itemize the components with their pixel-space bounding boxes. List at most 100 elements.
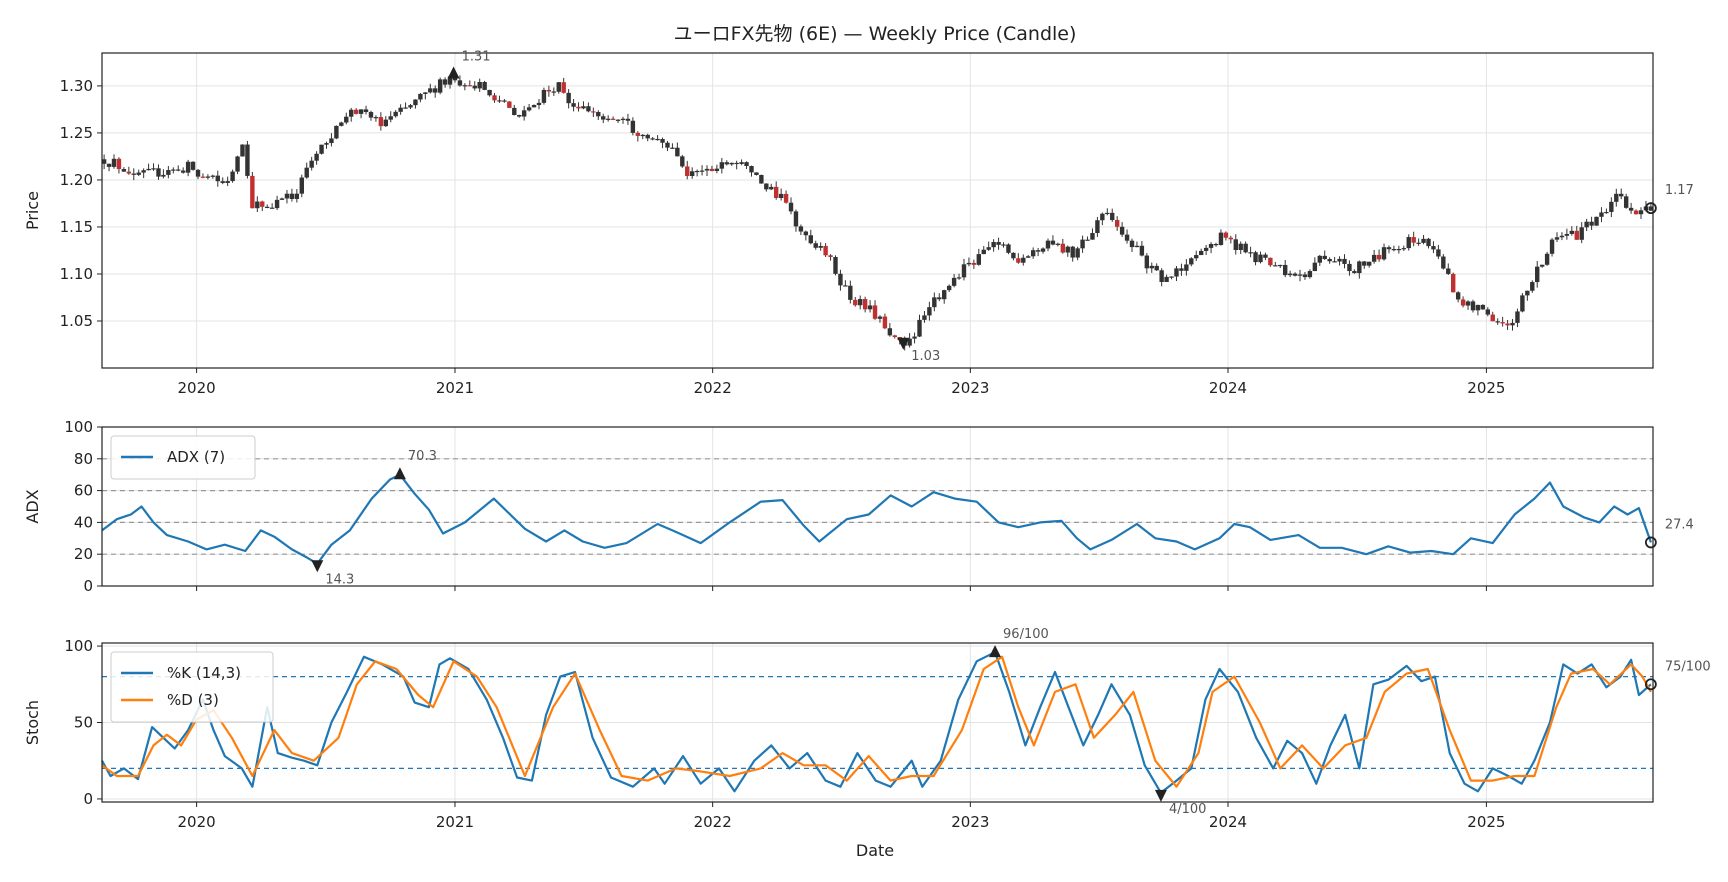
candle-body — [1609, 201, 1614, 212]
low-label: 4/100 — [1169, 802, 1206, 817]
candle-body — [1342, 258, 1347, 264]
candle-body — [714, 168, 720, 171]
candle-body — [309, 160, 314, 168]
candle-body — [180, 170, 186, 173]
candle-body — [783, 193, 789, 203]
candle-body — [482, 82, 487, 90]
candle-body — [1391, 248, 1397, 251]
candle-body — [1475, 304, 1481, 311]
candle-body — [823, 245, 828, 256]
candle-body — [1381, 247, 1387, 260]
candle-body — [319, 144, 324, 154]
candle-body — [996, 242, 1001, 245]
candle-body — [1095, 220, 1100, 234]
x-tick-label: 2022 — [694, 379, 732, 397]
candle-body — [680, 156, 685, 167]
candle-body — [398, 107, 403, 112]
candle-body — [808, 235, 813, 244]
candle-body — [1554, 237, 1560, 240]
candle-body — [877, 316, 883, 319]
candle-body — [1307, 271, 1313, 278]
candle-body — [1322, 255, 1327, 260]
x-axis-label: Date — [856, 841, 894, 860]
candle-body — [1367, 261, 1372, 266]
candle-body — [190, 161, 196, 170]
candle-body — [1619, 193, 1624, 197]
candle-body — [759, 174, 764, 184]
candle-body — [858, 299, 863, 306]
candle-body — [1184, 264, 1189, 271]
plot-border — [101, 52, 1654, 369]
candle-body — [1208, 244, 1214, 248]
candle-body — [1001, 244, 1006, 246]
candle-body — [610, 118, 616, 120]
candle-body — [1100, 213, 1105, 221]
candle-body — [689, 171, 695, 177]
candle-body — [872, 305, 878, 319]
candle-body — [166, 170, 171, 175]
candle-body — [245, 144, 250, 176]
candle-body — [269, 207, 275, 209]
candle-body — [472, 85, 477, 89]
candle-body — [161, 174, 166, 177]
candle-body — [1515, 311, 1520, 323]
candle-body — [1633, 210, 1639, 215]
candle-body — [279, 198, 285, 200]
candle-body — [853, 299, 858, 306]
candle-body — [1648, 206, 1654, 211]
candle-body — [1539, 264, 1545, 267]
x-tick-label: 2021 — [436, 813, 474, 831]
candle-body — [383, 119, 388, 127]
candle-body — [937, 297, 942, 300]
candle-body — [131, 173, 136, 175]
candle-body — [1549, 239, 1555, 254]
last-price-label: 1.17 — [1665, 183, 1694, 198]
candle-body — [353, 109, 359, 114]
candle-body — [1530, 282, 1535, 291]
candle-body — [1564, 233, 1570, 236]
high-marker — [447, 66, 460, 79]
candle-body — [487, 89, 492, 96]
candle-body — [650, 138, 655, 140]
y-tick-label: 1.20 — [60, 171, 93, 189]
candle-body — [1401, 248, 1406, 250]
candle-body — [151, 168, 156, 170]
candle-body — [1154, 265, 1159, 271]
candle-body — [1149, 265, 1154, 269]
candle-body — [1174, 268, 1179, 277]
candle-body — [492, 95, 497, 101]
candle-body — [907, 338, 912, 346]
candle-body — [497, 100, 502, 102]
candle-body — [1584, 221, 1589, 228]
candle-body — [1406, 237, 1411, 249]
y-axis-label: Price — [23, 191, 42, 230]
y-tick-label: 100 — [64, 637, 93, 655]
high-marker — [393, 467, 406, 480]
candle-body — [981, 249, 986, 255]
candle-body — [255, 201, 260, 209]
candle-body — [1282, 264, 1288, 276]
candle-body — [754, 172, 759, 175]
candle-body — [1411, 237, 1416, 243]
candle-body — [946, 285, 952, 291]
candle-body — [1347, 263, 1352, 272]
candle-body — [517, 114, 522, 117]
candle-body — [171, 169, 176, 171]
candle-body — [640, 134, 645, 137]
candle-body — [961, 264, 967, 278]
candle-body — [803, 231, 809, 236]
candle-body — [1426, 238, 1431, 247]
candle-body — [1371, 254, 1377, 262]
plot-border — [101, 642, 1654, 803]
candle-body — [1574, 230, 1579, 240]
candle-body — [1485, 309, 1491, 315]
candle-body — [694, 170, 700, 173]
candle-body — [1559, 235, 1565, 238]
candle-body — [521, 110, 527, 117]
candle-body — [1292, 273, 1298, 276]
candle-body — [591, 111, 596, 113]
candle-body — [1060, 243, 1066, 253]
candle-body — [289, 193, 295, 199]
candle-body — [121, 169, 127, 172]
candle-body — [1416, 242, 1421, 244]
